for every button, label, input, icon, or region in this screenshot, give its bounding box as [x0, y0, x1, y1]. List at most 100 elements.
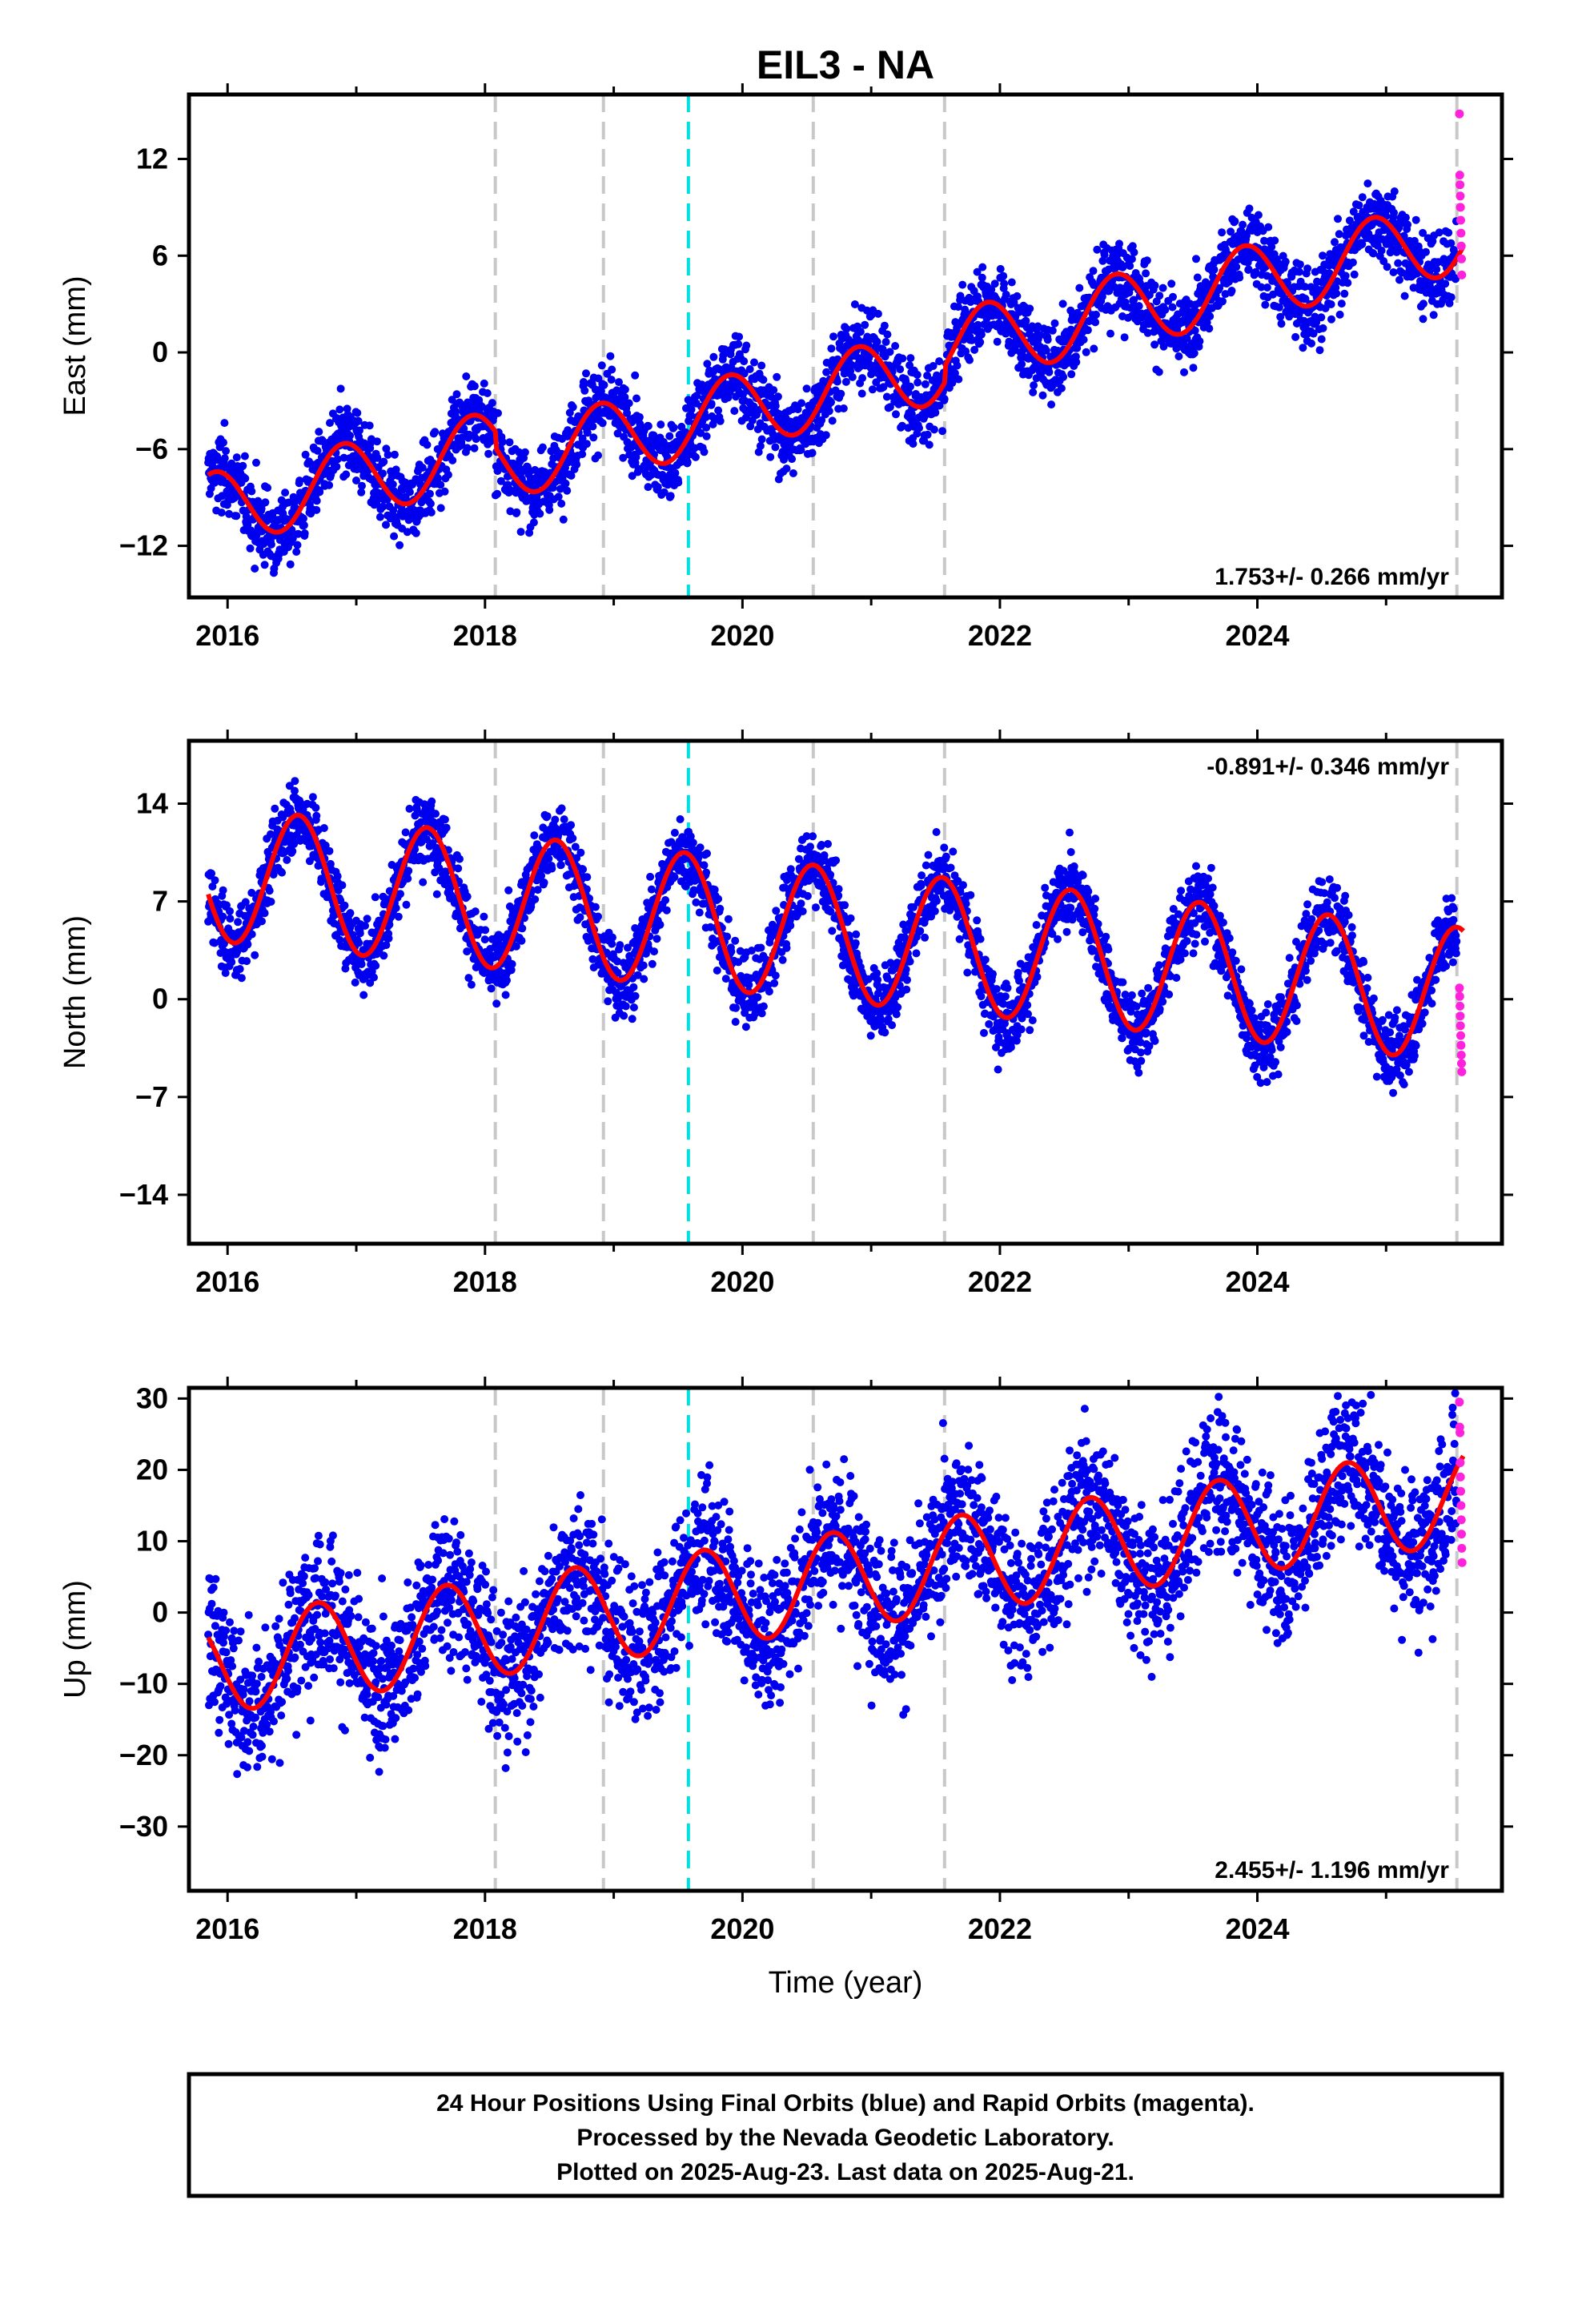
data-point [707, 400, 716, 408]
data-point [691, 876, 699, 885]
data-point [572, 854, 581, 862]
data-point [518, 924, 527, 933]
data-point [817, 416, 826, 424]
data-point [1022, 316, 1030, 325]
data-point [557, 499, 566, 508]
data-point [428, 797, 436, 806]
data-point [293, 541, 302, 549]
data-point [604, 997, 612, 1006]
data-point [543, 812, 552, 821]
data-point [921, 380, 930, 388]
data-point [226, 915, 235, 923]
data-point [798, 907, 807, 915]
data-point [913, 378, 922, 387]
data-point [1042, 346, 1050, 355]
data-point [454, 864, 463, 873]
data-point [504, 886, 513, 895]
data-point [411, 811, 420, 820]
rapid-point [1456, 215, 1465, 225]
data-point [492, 999, 501, 1008]
data-point [721, 975, 730, 983]
data-point [1193, 273, 1202, 282]
data-point [315, 488, 324, 497]
data-point [251, 951, 259, 959]
data-point [220, 454, 229, 463]
data-point [379, 469, 387, 478]
data-point [929, 362, 938, 370]
data-point [1254, 211, 1263, 219]
data-point [782, 943, 791, 952]
data-point [232, 512, 241, 521]
data-point [1281, 257, 1290, 266]
data-point [1244, 265, 1253, 274]
data-point [357, 960, 366, 968]
data-point [332, 462, 341, 471]
data-point [824, 839, 832, 848]
data-point [703, 360, 712, 368]
data-point [693, 392, 701, 400]
data-point [987, 285, 996, 294]
data-point [583, 873, 592, 882]
data-point [1387, 239, 1395, 247]
data-point [452, 390, 461, 399]
data-point [624, 943, 632, 952]
data-point [1263, 283, 1271, 292]
data-point [797, 899, 805, 908]
data-point [290, 840, 299, 848]
rapid-point [1455, 109, 1464, 119]
data-point [1206, 312, 1215, 320]
rapid-point [1456, 191, 1465, 201]
data-point [247, 888, 256, 897]
data-point [589, 433, 598, 442]
data-point [753, 993, 762, 1002]
data-point [666, 492, 675, 501]
data-point [463, 444, 472, 452]
data-point [1195, 337, 1204, 346]
data-point [648, 959, 656, 968]
data-point [828, 416, 837, 425]
data-point [1335, 230, 1343, 239]
data-point [797, 445, 805, 454]
data-point [882, 392, 891, 401]
data-point [757, 361, 766, 370]
data-point [1331, 283, 1340, 292]
data-point [353, 408, 362, 417]
data-point [1390, 187, 1399, 195]
data-point [568, 834, 577, 842]
data-point [1422, 247, 1430, 256]
data-point [578, 450, 587, 459]
data-point [1075, 283, 1084, 292]
data-point [460, 424, 468, 433]
data-point [742, 341, 751, 350]
data-point [359, 991, 368, 999]
data-point [976, 338, 985, 347]
data-point [842, 324, 851, 333]
data-point [700, 448, 709, 456]
data-point [1447, 239, 1456, 247]
data-point [756, 441, 765, 450]
data-point [1126, 262, 1134, 270]
data-point [598, 419, 607, 428]
data-point [948, 379, 957, 388]
data-point [765, 987, 773, 996]
data-point [1403, 220, 1412, 229]
data-point [827, 344, 836, 353]
data-point [385, 920, 394, 929]
data-point [1127, 255, 1136, 263]
data-point [954, 375, 963, 384]
data-point [608, 939, 616, 948]
data-point [1018, 360, 1026, 368]
data-point [221, 969, 230, 977]
data-point [773, 372, 781, 381]
data-point [1190, 349, 1199, 357]
data-point [613, 957, 622, 966]
data-point [701, 413, 710, 421]
data-point [1277, 320, 1286, 328]
data-point [512, 942, 520, 951]
data-point [697, 428, 705, 437]
data-point [829, 332, 837, 341]
data-point [1106, 329, 1114, 338]
data-point [544, 854, 553, 863]
data-point [594, 912, 602, 921]
